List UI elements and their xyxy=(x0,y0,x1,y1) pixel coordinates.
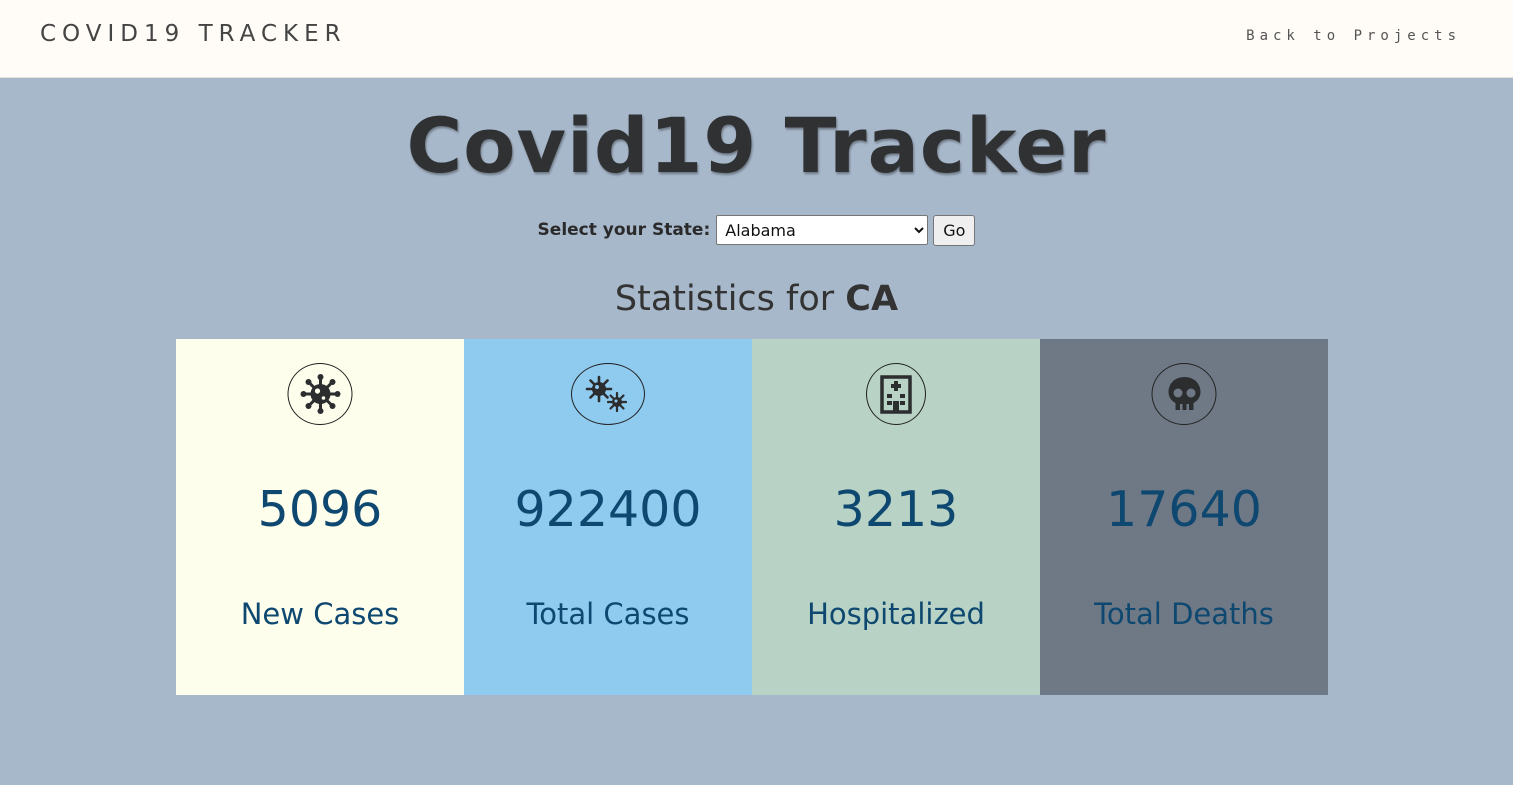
state-form: Select your State: Alabama Go xyxy=(0,214,1513,246)
go-button[interactable]: Go xyxy=(933,214,976,246)
brand-link[interactable]: COVID19 TRACKER xyxy=(40,21,347,47)
card-total-deaths: 17640 Total Deaths xyxy=(1040,339,1328,695)
new-cases-label: New Cases xyxy=(240,597,400,631)
total-deaths-label: Total Deaths xyxy=(1094,597,1274,631)
hospitalized-label: Hospitalized xyxy=(807,597,985,631)
stats-heading-prefix: Statistics for xyxy=(614,279,835,319)
hospital-icon xyxy=(866,363,926,425)
card-hospitalized: 3213 Hospitalized xyxy=(752,339,1040,695)
total-cases-value: 922400 xyxy=(514,481,702,538)
back-to-projects-link[interactable]: Back to Projects xyxy=(1246,28,1461,44)
card-new-cases: 5096 New Cases xyxy=(176,339,464,695)
stats-cards: 5096 New Cases xyxy=(176,339,1328,695)
virus-icon xyxy=(287,363,353,425)
navbar: COVID19 TRACKER Back to Projects xyxy=(0,0,1513,78)
card-total-cases: 922400 Total Cases xyxy=(464,339,752,695)
state-select[interactable]: Alabama xyxy=(716,215,929,245)
stats-heading: Statistics for CA xyxy=(0,279,1513,319)
page-title: Covid19 Tracker xyxy=(406,101,1107,190)
hospitalized-value: 3213 xyxy=(833,481,959,538)
skull-icon xyxy=(1151,363,1217,425)
stats-state-code: CA xyxy=(845,279,899,319)
state-select-label: Select your State: xyxy=(537,220,711,240)
viruses-icon xyxy=(571,363,645,425)
total-cases-label: Total Cases xyxy=(526,597,690,631)
total-deaths-value: 17640 xyxy=(1106,481,1262,538)
new-cases-value: 5096 xyxy=(257,481,383,538)
